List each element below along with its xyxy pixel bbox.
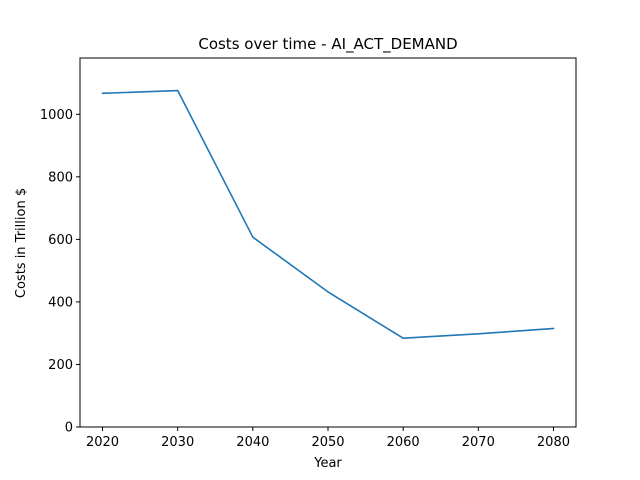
x-tick-label-2040: 2040	[236, 435, 269, 450]
series-line-0	[101, 89, 555, 339]
x-axis-label: Year	[313, 456, 342, 471]
x-tick-label-2030: 2030	[161, 435, 194, 450]
y-tick-label-800: 800	[48, 170, 73, 185]
plot-frame	[79, 57, 577, 428]
x-tick-label-2060: 2060	[387, 435, 420, 450]
x-tick-label-2020: 2020	[86, 435, 119, 450]
chart-title: Costs over time - AI_ACT_DEMAND	[198, 35, 457, 54]
y-tick-label-200: 200	[48, 358, 73, 373]
y-tick-label-1000: 1000	[40, 108, 73, 123]
x-tick-label-2070: 2070	[462, 435, 495, 450]
plot-area: 2020 2030 2040 2050 2060 2070 2080 0 200 400 600 80…	[40, 57, 577, 450]
y-tick-label-600: 600	[48, 233, 73, 248]
y-tick-label-400: 400	[48, 295, 73, 310]
y-tick-label-0: 0	[65, 421, 73, 436]
x-tick-label-2080: 2080	[537, 435, 570, 450]
x-tick-label-2050: 2050	[311, 435, 344, 450]
y-axis-label: Costs in Trillion $	[14, 188, 29, 298]
